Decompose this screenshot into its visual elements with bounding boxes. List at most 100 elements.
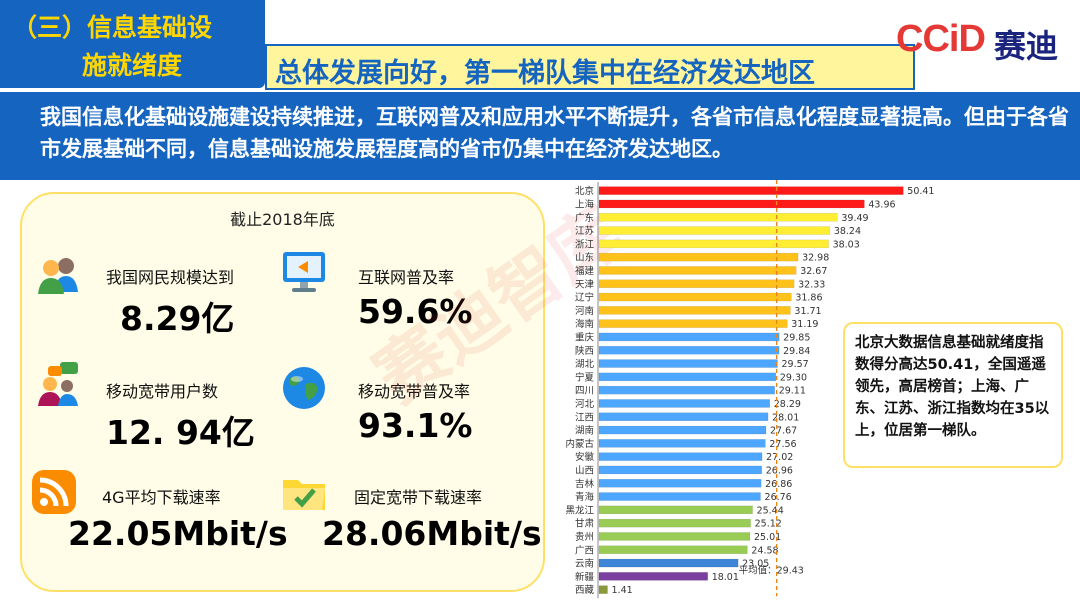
bar <box>598 266 797 275</box>
intro-text: 我国信息化基础设施建设持续推进，互联网普及和应用水平不断提升，各省市信息化程度显… <box>40 105 1069 161</box>
category-label: 山西 <box>575 465 594 476</box>
bar <box>598 492 761 501</box>
value-label: 29.30 <box>780 372 807 383</box>
section-label-line2: 施就绪度 <box>82 51 183 80</box>
rss-icon <box>32 470 76 514</box>
category-label: 江苏 <box>575 225 595 237</box>
bar <box>598 346 780 355</box>
category-label: 浙江 <box>575 238 595 250</box>
category-label: 海南 <box>575 318 594 330</box>
category-label: 天津 <box>575 279 595 290</box>
globe-icon <box>283 367 325 409</box>
category-label: 广西 <box>575 544 594 556</box>
value-label: 50.41 <box>907 186 934 197</box>
category-label: 湖南 <box>575 425 594 437</box>
category-label: 黑龙江 <box>565 504 594 516</box>
value-label: 32.33 <box>798 279 825 290</box>
headline-text: 总体发展向好，第一梯队集中在经济发达地区 <box>275 58 815 89</box>
stat-label-netizens: 我国网民规模达到 <box>106 268 235 287</box>
bar-chart: 北京 50.41 上海 43.96 广东 39.49 江苏 38.24 浙江 38.03 山东 32.… <box>565 180 934 599</box>
category-label: 上海 <box>575 198 595 210</box>
stat-label-mobile-users: 移动宽带用户数 <box>106 382 219 401</box>
value-label: 27.67 <box>770 426 797 437</box>
bar <box>598 213 838 222</box>
stats-title: 截止2018年底 <box>230 210 335 229</box>
category-label: 云南 <box>575 558 594 570</box>
category-label: 江西 <box>575 412 594 423</box>
stat-value-netizens: 8.29亿 <box>120 299 235 338</box>
bar <box>598 319 788 328</box>
bar <box>598 479 762 488</box>
value-label: 26.76 <box>765 492 792 503</box>
bar <box>598 518 751 528</box>
value-label: 29.57 <box>781 359 808 370</box>
value-label: 1.41 <box>612 585 633 596</box>
stats-card: 截止2018年底 我国网民规模达到 8.29亿 互联网普及率 59.6% 移动宽… <box>20 192 545 592</box>
bar <box>598 425 767 435</box>
bar <box>598 505 753 515</box>
headline-box: 总体发展向好，第一梯队集中在经济发达地区 <box>265 44 915 90</box>
category-label: 青海 <box>575 491 595 503</box>
category-label: 福建 <box>575 265 595 277</box>
category-label: 广东 <box>575 212 594 224</box>
callout-box: 北京大数据信息基础就绪度指数得分高达50.41，全国遥遥领先，高居榜首；上海、广… <box>843 322 1063 468</box>
value-label: 28.01 <box>772 412 799 423</box>
bar <box>598 239 829 249</box>
bar <box>598 385 775 395</box>
value-label: 31.86 <box>795 293 822 304</box>
category-label: 内蒙古 <box>565 438 594 450</box>
category-label: 河北 <box>575 398 595 410</box>
section-label: （三）信息基础设 施就绪度 <box>0 0 265 88</box>
bar <box>598 545 748 554</box>
bar <box>598 359 778 368</box>
stat-value-fixed-speed: 28.06Mbit/s <box>322 514 542 553</box>
bar <box>598 252 799 262</box>
value-label: 27.02 <box>766 452 793 463</box>
stat-value-4g-speed: 22.05Mbit/s <box>68 514 288 553</box>
value-label: 43.96 <box>868 199 895 210</box>
value-label: 31.71 <box>794 306 821 317</box>
category-label: 新疆 <box>575 571 595 583</box>
value-label: 32.98 <box>802 253 829 264</box>
value-label: 24.58 <box>751 545 778 556</box>
value-label: 23.05 <box>742 559 769 570</box>
folder-check-icon <box>283 480 325 510</box>
users-icon <box>38 258 78 294</box>
category-label: 贵州 <box>575 531 594 543</box>
monitor-icon <box>283 252 325 292</box>
stat-value-mobile-penetration: 93.1% <box>358 406 473 445</box>
bar <box>598 372 777 382</box>
bar <box>598 332 780 342</box>
value-label: 25.01 <box>754 532 781 543</box>
value-label: 32.67 <box>800 266 827 277</box>
value-label: 31.19 <box>791 319 818 330</box>
bar <box>598 306 791 315</box>
logo-cn: 赛迪 <box>994 27 1059 65</box>
category-label: 辽宁 <box>575 292 594 304</box>
bar <box>598 439 766 448</box>
bar <box>598 452 763 461</box>
category-label: 四川 <box>575 386 594 397</box>
value-label: 27.56 <box>769 439 796 450</box>
value-label: 29.11 <box>779 386 806 397</box>
value-label: 39.49 <box>841 213 868 224</box>
stat-label-4g-speed: 4G平均下载速率 <box>102 488 221 507</box>
category-label: 河南 <box>575 305 594 317</box>
value-label: 38.03 <box>833 239 860 250</box>
bar <box>598 399 771 408</box>
value-label: 38.24 <box>834 226 861 237</box>
value-label: 28.29 <box>774 399 801 410</box>
bar <box>598 292 792 302</box>
ccid-logo: CCiD 赛迪 <box>896 18 1072 65</box>
value-label: 29.84 <box>783 346 810 357</box>
bar <box>598 558 739 568</box>
value-label: 26.96 <box>766 465 793 476</box>
category-label: 西藏 <box>575 584 595 596</box>
value-label: 26.86 <box>765 479 792 490</box>
average-label: 平均值：29.43 <box>739 565 804 577</box>
bar <box>598 585 608 594</box>
bar <box>598 532 751 541</box>
category-label: 宁夏 <box>575 371 595 383</box>
category-label: 陕西 <box>575 345 594 357</box>
bar <box>598 279 795 288</box>
